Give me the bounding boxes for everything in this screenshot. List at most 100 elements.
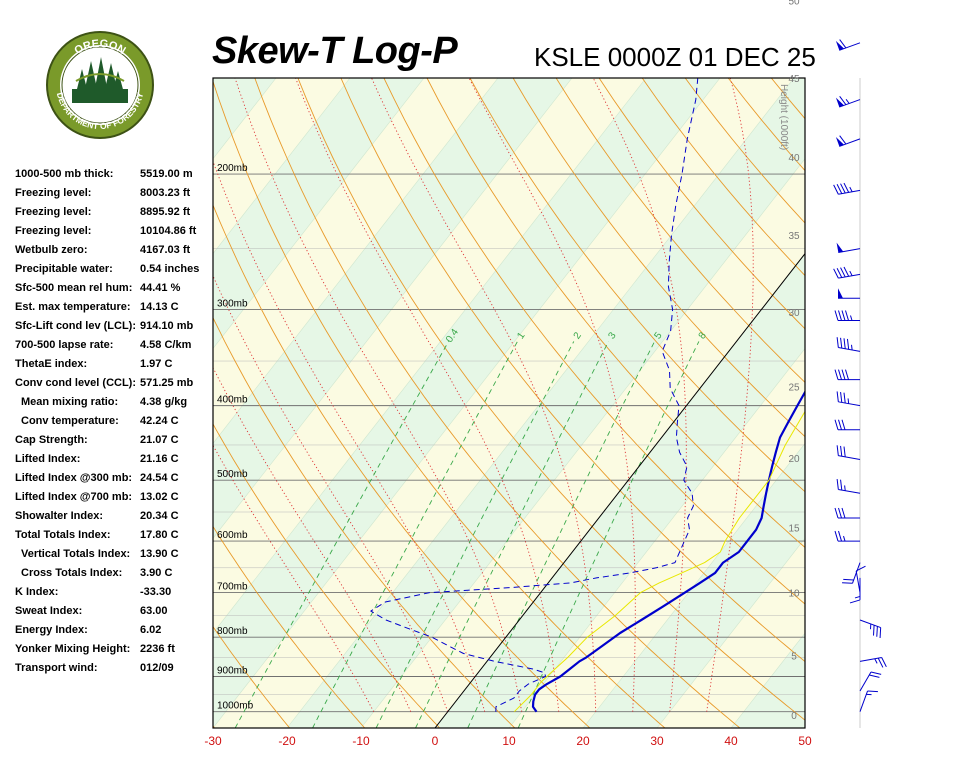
stat-value: 63.00 bbox=[140, 605, 168, 617]
stat-label: Sweat Index: bbox=[15, 605, 83, 617]
pressure-label: 300mb bbox=[217, 299, 248, 310]
wind-barb-flag bbox=[833, 184, 839, 195]
wind-barb-flag bbox=[872, 625, 875, 636]
stat-value: 5519.00 m bbox=[140, 168, 193, 180]
stat-label: Precipitable water: bbox=[15, 263, 113, 275]
wind-barb-flag bbox=[842, 582, 853, 584]
pressure-label: 600mb bbox=[217, 530, 248, 541]
isotherm bbox=[213, 78, 499, 444]
wind-barb-flag bbox=[877, 657, 884, 668]
wind-barb-pennant bbox=[835, 97, 845, 108]
mixing-ratio-label: 1 bbox=[515, 330, 527, 341]
temperature-profile bbox=[531, 389, 805, 713]
stat-label: 1000-500 mb thick: bbox=[15, 168, 114, 180]
wind-barb-flag bbox=[843, 266, 850, 277]
wind-barb-flag bbox=[840, 337, 843, 349]
x-tick-label: -20 bbox=[278, 734, 296, 748]
dry-adiabat bbox=[213, 80, 666, 728]
moist-adiabat bbox=[234, 78, 523, 712]
height-tick-label: 30 bbox=[788, 308, 800, 319]
wind-barb-staff bbox=[838, 401, 861, 407]
pressure-label: 900mb bbox=[217, 666, 248, 677]
wind-barb bbox=[836, 242, 861, 253]
x-tick-label: 0 bbox=[432, 734, 439, 748]
stat-row: ThetaE index: 1.97 C bbox=[15, 358, 215, 377]
height-tick-label: 25 bbox=[788, 383, 800, 394]
wind-barb-flag bbox=[838, 419, 842, 430]
dry-adiabat bbox=[213, 725, 215, 728]
isotherm bbox=[0, 78, 54, 728]
moist-adiabat bbox=[592, 78, 687, 712]
pressure-label: 700mb bbox=[217, 582, 248, 593]
stat-label: Freezing level: bbox=[15, 225, 92, 237]
stat-value: 24.54 C bbox=[140, 472, 179, 484]
isotherm bbox=[213, 78, 721, 728]
stat-label: Conv cond level (CCL): bbox=[15, 377, 137, 389]
stat-row: Freezing level: 8895.92 ft bbox=[15, 206, 215, 225]
wind-barb-half-flag bbox=[849, 186, 853, 193]
dry-adiabat bbox=[857, 78, 960, 728]
stat-value: 1.97 C bbox=[140, 358, 173, 370]
isotherm bbox=[582, 442, 805, 728]
stat-value: 21.16 C bbox=[140, 453, 179, 465]
stat-row: Total Totals Index: 17.80 C bbox=[15, 529, 215, 548]
stat-value: 6.02 bbox=[140, 624, 162, 636]
wind-barb-half-flag bbox=[843, 535, 846, 542]
wind-barb-half-flag bbox=[844, 485, 846, 491]
dry-adiabat bbox=[598, 78, 805, 330]
wind-barb-pennant bbox=[836, 242, 844, 253]
stat-label: Yonker Mixing Height: bbox=[15, 643, 131, 655]
wind-barb-flag bbox=[843, 578, 854, 581]
stat-value: 914.10 mb bbox=[140, 320, 194, 332]
pressure-label: 1000mb bbox=[217, 701, 254, 712]
stat-value: 21.07 C bbox=[140, 434, 179, 446]
wind-barb bbox=[835, 96, 861, 108]
temperature-band bbox=[287, 78, 805, 728]
stat-value: 8003.23 ft bbox=[140, 187, 191, 199]
wind-barb-flag bbox=[843, 392, 846, 404]
stat-label: Showalter Index: bbox=[15, 510, 104, 522]
stat-label: Cap Strength: bbox=[15, 434, 88, 446]
mixing-ratio-label: 2 bbox=[572, 330, 584, 341]
dry-adiabat bbox=[814, 78, 960, 728]
stat-label: 700-500 lapse rate: bbox=[15, 339, 114, 351]
wind-barb-flag bbox=[846, 338, 850, 350]
stat-value: 4167.03 ft bbox=[140, 244, 191, 256]
x-tick-label: -10 bbox=[352, 734, 370, 748]
pressure-label: 500mb bbox=[217, 469, 248, 480]
height-tick-label: 0 bbox=[791, 711, 797, 722]
dry-adiabat bbox=[900, 78, 960, 728]
chart-subtitle: KSLE 0000Z 01 DEC 25 bbox=[534, 42, 816, 72]
wind-barb bbox=[859, 690, 878, 712]
stat-value: 20.34 C bbox=[140, 510, 179, 522]
stat-value: -33.30 bbox=[140, 586, 172, 598]
stat-row: Lifted Index @300 mb: 24.54 C bbox=[15, 472, 215, 491]
stat-value: 4.58 C/km bbox=[140, 339, 192, 351]
wind-barb bbox=[835, 135, 861, 147]
stat-label: Sfc-Lift cond lev (LCL): bbox=[15, 320, 136, 332]
wind-barb bbox=[849, 577, 861, 604]
isotherm bbox=[0, 78, 128, 728]
wind-barb bbox=[834, 310, 860, 321]
stat-row: Vertical Totals Index: 13.90 C bbox=[15, 548, 215, 567]
dry-adiabat bbox=[555, 78, 805, 384]
dewpoint-profile bbox=[370, 78, 699, 712]
wind-barb-staff bbox=[838, 248, 861, 253]
wind-barb-flag bbox=[840, 267, 846, 278]
moist-adiabat bbox=[371, 78, 597, 712]
isotherm bbox=[879, 78, 960, 728]
wind-barb-staff bbox=[839, 42, 861, 51]
stat-row: Transport wind: 012/09 bbox=[15, 662, 215, 681]
mixing-ratio-line bbox=[467, 341, 656, 728]
stat-row: Conv temperature: 42.24 C bbox=[15, 415, 215, 434]
wind-barb-flag bbox=[841, 419, 846, 430]
wind-barb bbox=[833, 182, 861, 195]
height-axis-label: Height (1000ft) bbox=[778, 84, 789, 150]
dry-adiabat bbox=[383, 78, 805, 605]
moist-adiabat bbox=[295, 78, 560, 712]
stat-row: Energy Index: 6.02 bbox=[15, 624, 215, 643]
chart-title: Skew-T Log-P bbox=[212, 30, 458, 72]
stat-label: K Index: bbox=[15, 586, 59, 598]
wind-barb-half-flag bbox=[849, 270, 853, 276]
stat-label: Conv temperature: bbox=[21, 415, 119, 427]
